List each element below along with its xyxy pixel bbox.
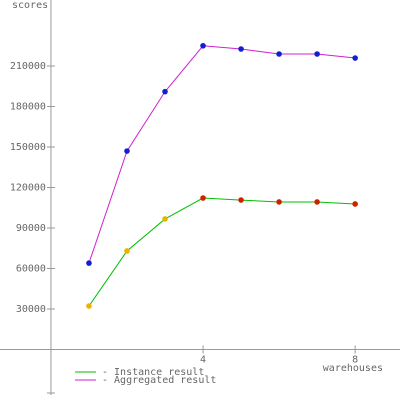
- data-point: [200, 195, 206, 201]
- y-tick-label: 210000: [10, 61, 46, 72]
- data-point: [124, 248, 130, 254]
- data-point: [238, 46, 244, 52]
- series-line: [88, 197, 356, 307]
- data-point: [86, 260, 92, 266]
- data-point: [352, 201, 358, 207]
- data-point: [124, 148, 130, 154]
- y-tick-label: 60000: [16, 264, 46, 275]
- data-point: [314, 51, 320, 57]
- data-point: [276, 51, 282, 57]
- data-point: [238, 197, 244, 203]
- data-point: [276, 199, 282, 205]
- x-tick-label: 8: [352, 355, 358, 366]
- x-tick-label: 4: [200, 355, 206, 366]
- y-tick-label: 120000: [10, 183, 46, 194]
- y-tick-label: 150000: [10, 142, 46, 153]
- y-tick-label: 180000: [10, 102, 46, 113]
- series-line: [88, 45, 356, 264]
- y-axis-label: scores: [12, 0, 48, 11]
- x-axis-label: warehouses: [323, 363, 383, 374]
- data-point: [162, 88, 168, 95]
- data-point: [200, 42, 206, 49]
- data-point: [162, 216, 168, 222]
- legend-label: - Instance result: [102, 367, 204, 378]
- data-point: [86, 303, 92, 309]
- legend-label: - Aggregated result: [102, 375, 216, 386]
- y-tick-label: 30000: [16, 304, 46, 315]
- data-point: [314, 199, 320, 205]
- y-tick-label: 90000: [16, 223, 46, 234]
- data-point: [352, 55, 358, 61]
